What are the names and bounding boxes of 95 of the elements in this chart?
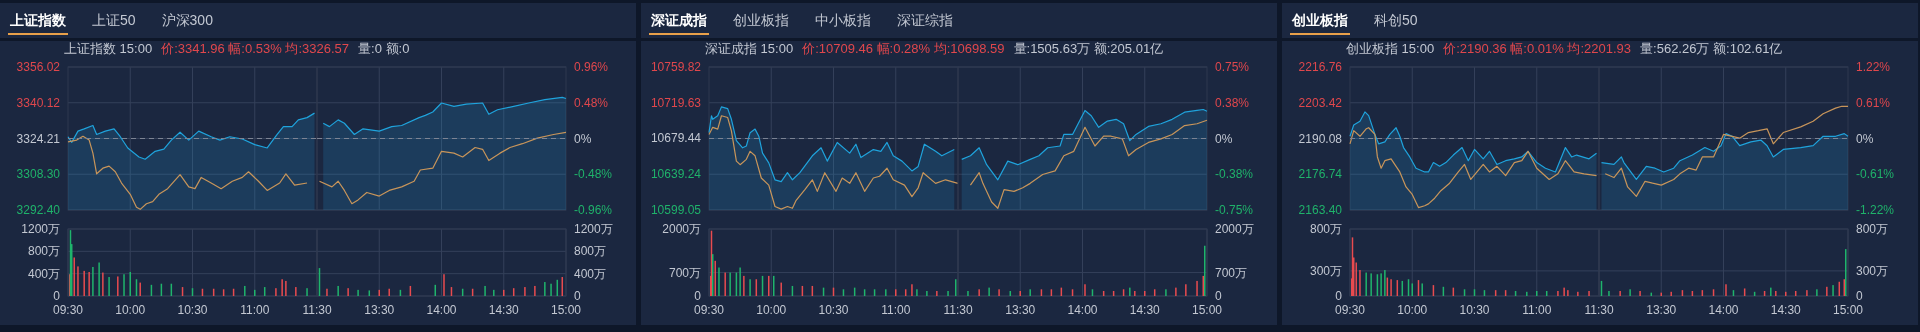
text: 上证指数 [9,12,67,28]
x-tick-label: 13:30 [1646,303,1677,317]
y2-tick-label: 0.48% [574,95,609,110]
y-tick-label: 3292.40 [16,203,61,217]
y-tick-label: 400万 [27,266,60,281]
y2-tick-label: 0% [574,131,592,146]
y2-tick-label: 0% [1215,131,1233,146]
x-tick-label: 09:30 [52,303,84,317]
y-tick-label: 2163.40 [1298,203,1343,217]
y-tick-label: 2216.76 [1298,60,1343,74]
text: 量:1505.63万 额:205.01亿 [1013,41,1164,56]
y-tick-label: 0 [53,289,61,303]
y-tick-label: 0 [694,289,702,303]
y-tick-label: 2000万 [662,222,701,236]
x-tick-label: 11:30 [1584,303,1614,317]
chart-title: 上证指数 15:00 [64,41,153,56]
y2-tick-label: 0% [1856,131,1874,146]
x-tick-label: 10:00 [1397,303,1428,317]
x-tick-label: 10:00 [756,303,787,317]
y-tick-label: 800万 [1309,222,1342,236]
x-tick-label: 11:30 [302,303,332,317]
y-tick-label: 300万 [1309,263,1342,278]
x-tick-label: 13:30 [364,303,395,317]
x-tick-label: 11:00 [881,303,911,317]
y-tick-label: 10599.05 [650,203,702,217]
y-tick-label: 3308.30 [16,167,61,182]
y2-tick-label: 0.96% [574,60,609,74]
y2-tick-label: -1.22% [1856,203,1895,217]
text: 创业板指 [733,12,789,28]
text: 沪深300 [161,12,214,28]
y-tick-label: 2190.08 [1298,131,1343,146]
y2-tick-label: 1200万 [574,222,613,236]
y2-tick-label: -0.61% [1856,167,1895,182]
y2-tick-label: 800万 [1856,222,1889,236]
y-tick-label: 10639.24 [650,167,702,182]
x-tick-label: 14:00 [1067,303,1098,317]
y-tick-label: 0 [1335,289,1343,303]
y-tick-label: 3324.21 [16,131,61,146]
text: 科创50 [1374,12,1418,28]
x-tick-label: 14:00 [426,303,457,317]
y2-tick-label: 0 [1215,289,1222,303]
chart-title: 创业板指 15:00 [1346,41,1435,56]
text: 量:0 额:0 [358,41,410,56]
text: 量:562.26万 额:102.61亿 [1640,41,1783,56]
x-tick-label: 15:00 [1191,303,1223,317]
y-tick-label: 700万 [668,265,701,280]
y-tick-label: 10679.44 [650,131,702,146]
x-tick-label: 10:30 [818,303,849,317]
text: 创业板指 [1291,12,1348,28]
y2-tick-label: 300万 [1856,263,1889,278]
x-tick-label: 09:30 [693,303,725,317]
x-tick-label: 11:00 [240,303,270,317]
x-tick-label: 11:30 [943,303,973,317]
y-tick-label: 2203.42 [1298,95,1343,110]
y2-tick-label: 0 [1856,289,1863,303]
y2-tick-label: -0.75% [1215,203,1254,217]
y2-tick-label: -0.38% [1215,167,1254,182]
x-tick-label: 13:30 [1005,303,1036,317]
text: 中小板指 [815,12,871,28]
y2-tick-label: 700万 [1215,265,1248,280]
y2-tick-label: 1.22% [1856,60,1891,74]
chart-subtitle: 价:10709.46 幅:0.28% 均:10698.59 [801,41,1005,56]
chart-subtitle: 价:2190.36 幅:0.01% 均:2201.93 [1442,41,1632,56]
y2-tick-label: 800万 [574,244,607,259]
y2-tick-label: -0.48% [574,167,613,182]
y-tick-label: 10759.82 [650,60,702,74]
y2-tick-label: 400万 [574,266,607,281]
y2-tick-label: 0.38% [1215,95,1250,110]
x-tick-label: 14:00 [1708,303,1739,317]
text: 上证50 [92,12,136,28]
x-tick-label: 10:00 [115,303,146,317]
chart-subtitle: 价:3341.96 幅:0.53% 均:3326.57 [160,41,350,56]
y-tick-label: 2176.74 [1298,167,1343,182]
y-tick-label: 3340.12 [16,95,61,110]
y-tick-label: 1200万 [21,222,60,236]
y-tick-label: 800万 [27,244,60,259]
y-tick-label: 10719.63 [650,95,702,110]
x-tick-label: 14:30 [488,303,520,317]
text: 深证综指 [897,12,953,28]
y2-tick-label: 0.61% [1856,95,1891,110]
x-tick-label: 11:00 [1522,303,1552,317]
x-tick-label: 10:30 [1459,303,1490,317]
y2-tick-label: 2000万 [1215,222,1254,236]
y2-tick-label: 0.75% [1215,60,1250,74]
x-tick-label: 15:00 [1832,303,1864,317]
x-tick-label: 14:30 [1129,303,1161,317]
x-tick-label: 09:30 [1334,303,1366,317]
x-tick-label: 14:30 [1770,303,1802,317]
x-tick-label: 10:30 [177,303,208,317]
chart-title: 深证成指 15:00 [705,41,794,56]
y-tick-label: 3356.02 [16,60,61,74]
x-tick-label: 15:00 [550,303,582,317]
y2-tick-label: -0.96% [574,203,613,217]
text: 深证成指 [650,12,707,28]
y2-tick-label: 0 [574,289,581,303]
